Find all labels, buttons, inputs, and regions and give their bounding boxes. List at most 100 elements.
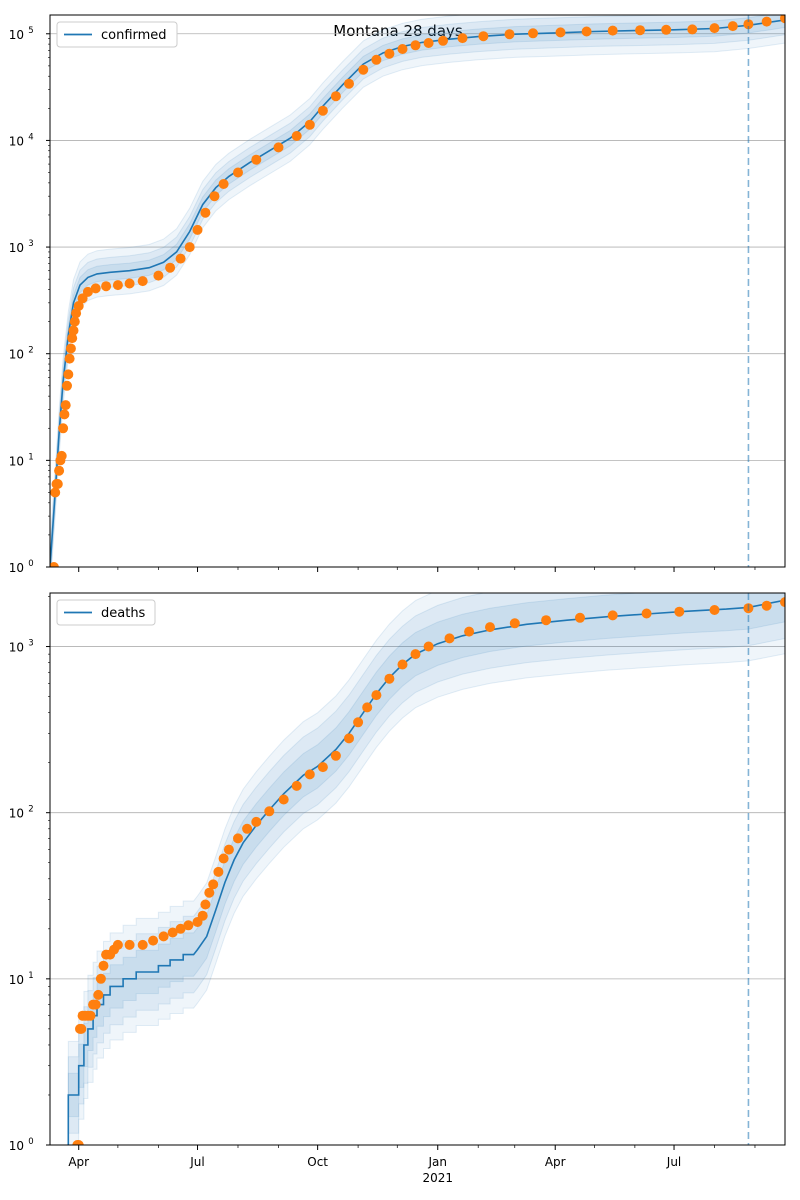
observed-point [780, 597, 785, 608]
y-tick-exponent: 2 [28, 805, 33, 815]
x-tick-label: Apr [545, 1155, 566, 1169]
observed-point [362, 702, 373, 713]
x-tick-label: Jul [666, 1155, 681, 1169]
observed-point [607, 610, 618, 621]
y-tick-label: 10 [9, 1139, 24, 1153]
x-tick-label: Oct [307, 1155, 328, 1169]
confirmed-model-line [50, 19, 785, 567]
observed-point [93, 989, 104, 1000]
observed-point [727, 21, 738, 32]
observed-point [153, 270, 164, 281]
observed-point [397, 659, 408, 670]
observed-point [304, 769, 315, 780]
observed-point [541, 615, 552, 626]
observed-point [65, 343, 76, 354]
observed-point [200, 207, 211, 218]
uncertainty-band [50, 15, 785, 567]
observed-point [358, 64, 369, 75]
observed-point [137, 276, 148, 287]
deaths-panel: 10 0 10 1 10 2 10 3 Apr Jul Oct Jan Apr Jul 2021 deaths [9, 592, 786, 1185]
observed-point [528, 28, 538, 39]
observed-point [223, 844, 234, 855]
observed-point [371, 690, 382, 701]
observed-point [410, 40, 421, 51]
observed-point [317, 762, 328, 773]
observed-point [709, 23, 720, 34]
uncertainty-band [67, 593, 785, 1145]
axes-frame [49, 592, 786, 1146]
observed-point [674, 606, 685, 617]
observed-point [101, 281, 112, 292]
observed-point [581, 26, 592, 37]
observed-point [438, 35, 448, 46]
observed-point [148, 935, 159, 946]
observed-point [112, 280, 123, 291]
observed-point [330, 91, 341, 102]
observed-point [218, 179, 229, 189]
observed-point [82, 286, 93, 297]
legend-box [56, 599, 156, 626]
observed-point [158, 931, 169, 942]
observed-point [264, 806, 275, 817]
observed-point [137, 939, 148, 950]
observed-point [85, 1010, 96, 1021]
observed-point [58, 423, 69, 434]
observed-point [317, 105, 328, 116]
observed-point [457, 33, 468, 44]
observed-point [555, 27, 566, 38]
observed-point [344, 78, 354, 89]
legend-label: deaths [101, 606, 146, 621]
observed-point [175, 253, 186, 264]
observed-point [330, 750, 341, 761]
figure-title: Montana 28 days [333, 22, 463, 40]
y-tick-exponent: 3 [28, 239, 33, 249]
observed-point [687, 24, 698, 35]
observed-point [200, 899, 211, 910]
observed-point [64, 353, 75, 364]
x-year-label: 2021 [422, 1171, 453, 1185]
x-tick-label: Jan [427, 1155, 447, 1169]
x-tick-label: Jul [189, 1155, 204, 1169]
observed-point [478, 31, 489, 42]
observed-point [63, 369, 74, 380]
observed-point [233, 833, 243, 844]
y-tick-label: 10 [9, 807, 24, 821]
observed-point [54, 465, 65, 476]
observed-point [575, 612, 585, 623]
observed-point [62, 380, 72, 391]
observed-point [192, 224, 203, 235]
x-tick-label: Apr [68, 1155, 89, 1169]
observed-point [233, 167, 243, 178]
observed-point [73, 1140, 84, 1145]
observed-point [67, 333, 78, 344]
observed-point [76, 1023, 87, 1034]
y-tick-label: 10 [9, 973, 24, 987]
observed-point [112, 939, 123, 950]
observed-point [52, 479, 63, 489]
legend-label: confirmed [101, 28, 167, 43]
uncertainty-band [67, 593, 785, 1145]
legend: confirmed [56, 21, 178, 48]
observed-point [485, 622, 495, 633]
y-tick-exponent: 1 [28, 452, 33, 462]
observed-point [204, 887, 215, 898]
y-tick-exponent: 4 [28, 132, 33, 142]
legend: deaths [56, 599, 156, 626]
observed-point [209, 191, 220, 202]
observed-point [165, 262, 176, 273]
y-tick-label: 10 [9, 241, 24, 255]
y-tick-label: 10 [9, 641, 24, 655]
observed-point [384, 48, 395, 59]
plot-area [67, 593, 785, 1145]
observed-point [761, 16, 772, 27]
observed-point [208, 879, 219, 890]
y-tick-exponent: 1 [28, 971, 33, 981]
observed-point [98, 960, 109, 971]
observed-point [251, 816, 262, 827]
observed-point [504, 29, 515, 40]
observed-point [464, 626, 475, 637]
observed-point [50, 487, 61, 498]
observed-point [423, 641, 434, 652]
observed-point [124, 278, 135, 289]
